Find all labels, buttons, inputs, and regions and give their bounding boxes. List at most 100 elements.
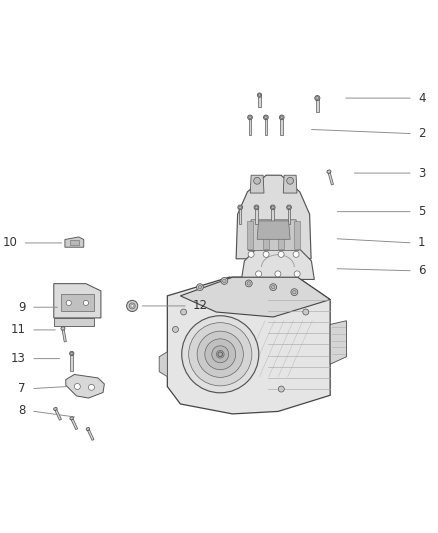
Polygon shape bbox=[250, 175, 264, 193]
Polygon shape bbox=[54, 284, 101, 318]
Polygon shape bbox=[249, 117, 251, 135]
Circle shape bbox=[249, 116, 251, 119]
Circle shape bbox=[271, 206, 274, 209]
Circle shape bbox=[88, 384, 95, 390]
Text: 5: 5 bbox=[418, 205, 425, 218]
Text: 3: 3 bbox=[418, 167, 425, 180]
Polygon shape bbox=[265, 117, 267, 135]
Circle shape bbox=[71, 352, 73, 355]
Polygon shape bbox=[70, 417, 74, 420]
Circle shape bbox=[279, 115, 284, 120]
Polygon shape bbox=[61, 294, 94, 311]
Polygon shape bbox=[55, 409, 61, 420]
Circle shape bbox=[288, 206, 290, 209]
Text: 12: 12 bbox=[193, 300, 208, 312]
Circle shape bbox=[218, 352, 223, 357]
Text: 7: 7 bbox=[18, 382, 26, 395]
Circle shape bbox=[205, 339, 236, 370]
Circle shape bbox=[263, 252, 269, 257]
Polygon shape bbox=[88, 430, 94, 440]
Circle shape bbox=[248, 252, 254, 257]
Polygon shape bbox=[239, 207, 241, 224]
Circle shape bbox=[197, 331, 244, 377]
Circle shape bbox=[83, 301, 88, 305]
Polygon shape bbox=[288, 207, 290, 224]
Circle shape bbox=[212, 346, 229, 363]
Circle shape bbox=[278, 386, 284, 392]
Polygon shape bbox=[66, 375, 104, 398]
Polygon shape bbox=[71, 419, 78, 430]
Polygon shape bbox=[241, 246, 314, 279]
Circle shape bbox=[74, 383, 80, 390]
Polygon shape bbox=[294, 221, 300, 249]
Circle shape bbox=[256, 271, 261, 277]
Circle shape bbox=[258, 94, 261, 96]
Polygon shape bbox=[272, 207, 274, 224]
Circle shape bbox=[265, 116, 267, 119]
Circle shape bbox=[182, 316, 259, 393]
Text: 1: 1 bbox=[418, 237, 426, 249]
Circle shape bbox=[245, 280, 252, 287]
Polygon shape bbox=[167, 277, 330, 414]
Circle shape bbox=[294, 271, 300, 277]
Polygon shape bbox=[330, 321, 346, 364]
Polygon shape bbox=[61, 327, 65, 330]
Circle shape bbox=[221, 278, 228, 285]
Circle shape bbox=[315, 95, 320, 101]
Circle shape bbox=[180, 309, 187, 315]
Circle shape bbox=[198, 286, 201, 289]
Circle shape bbox=[270, 284, 277, 290]
Circle shape bbox=[255, 206, 258, 209]
Polygon shape bbox=[328, 173, 333, 185]
Circle shape bbox=[129, 303, 135, 309]
Text: 11: 11 bbox=[11, 324, 26, 336]
Circle shape bbox=[280, 116, 283, 119]
Circle shape bbox=[131, 305, 134, 307]
Circle shape bbox=[189, 322, 252, 386]
Circle shape bbox=[270, 205, 275, 209]
Circle shape bbox=[70, 351, 74, 356]
Text: 8: 8 bbox=[18, 405, 26, 417]
Polygon shape bbox=[248, 220, 299, 251]
Circle shape bbox=[238, 205, 243, 209]
Circle shape bbox=[66, 301, 71, 305]
Polygon shape bbox=[53, 407, 57, 410]
Circle shape bbox=[272, 286, 275, 289]
Polygon shape bbox=[255, 207, 258, 224]
Polygon shape bbox=[71, 353, 73, 370]
Polygon shape bbox=[278, 221, 284, 249]
Circle shape bbox=[216, 350, 224, 358]
Circle shape bbox=[291, 289, 298, 296]
Polygon shape bbox=[316, 98, 318, 112]
Text: 9: 9 bbox=[18, 301, 26, 314]
Circle shape bbox=[287, 205, 291, 209]
Polygon shape bbox=[70, 240, 79, 245]
Circle shape bbox=[247, 282, 251, 285]
Polygon shape bbox=[65, 237, 84, 247]
Circle shape bbox=[254, 177, 261, 184]
Polygon shape bbox=[62, 330, 66, 342]
Text: 4: 4 bbox=[418, 92, 426, 104]
Polygon shape bbox=[327, 170, 331, 173]
Text: 6: 6 bbox=[418, 264, 426, 277]
Circle shape bbox=[275, 271, 281, 277]
Circle shape bbox=[293, 252, 299, 257]
Circle shape bbox=[254, 205, 259, 209]
Polygon shape bbox=[86, 427, 90, 431]
Circle shape bbox=[197, 284, 203, 290]
Circle shape bbox=[278, 252, 284, 257]
Polygon shape bbox=[247, 221, 253, 249]
Circle shape bbox=[127, 301, 138, 311]
Polygon shape bbox=[236, 175, 311, 259]
Circle shape bbox=[247, 115, 252, 120]
Polygon shape bbox=[257, 221, 290, 239]
Circle shape bbox=[293, 290, 296, 294]
Text: 13: 13 bbox=[11, 352, 26, 365]
Circle shape bbox=[239, 206, 242, 209]
Polygon shape bbox=[283, 175, 297, 193]
Text: 10: 10 bbox=[3, 237, 18, 249]
Circle shape bbox=[173, 326, 178, 333]
Text: 2: 2 bbox=[418, 127, 426, 140]
Circle shape bbox=[287, 177, 293, 184]
Circle shape bbox=[264, 115, 268, 120]
